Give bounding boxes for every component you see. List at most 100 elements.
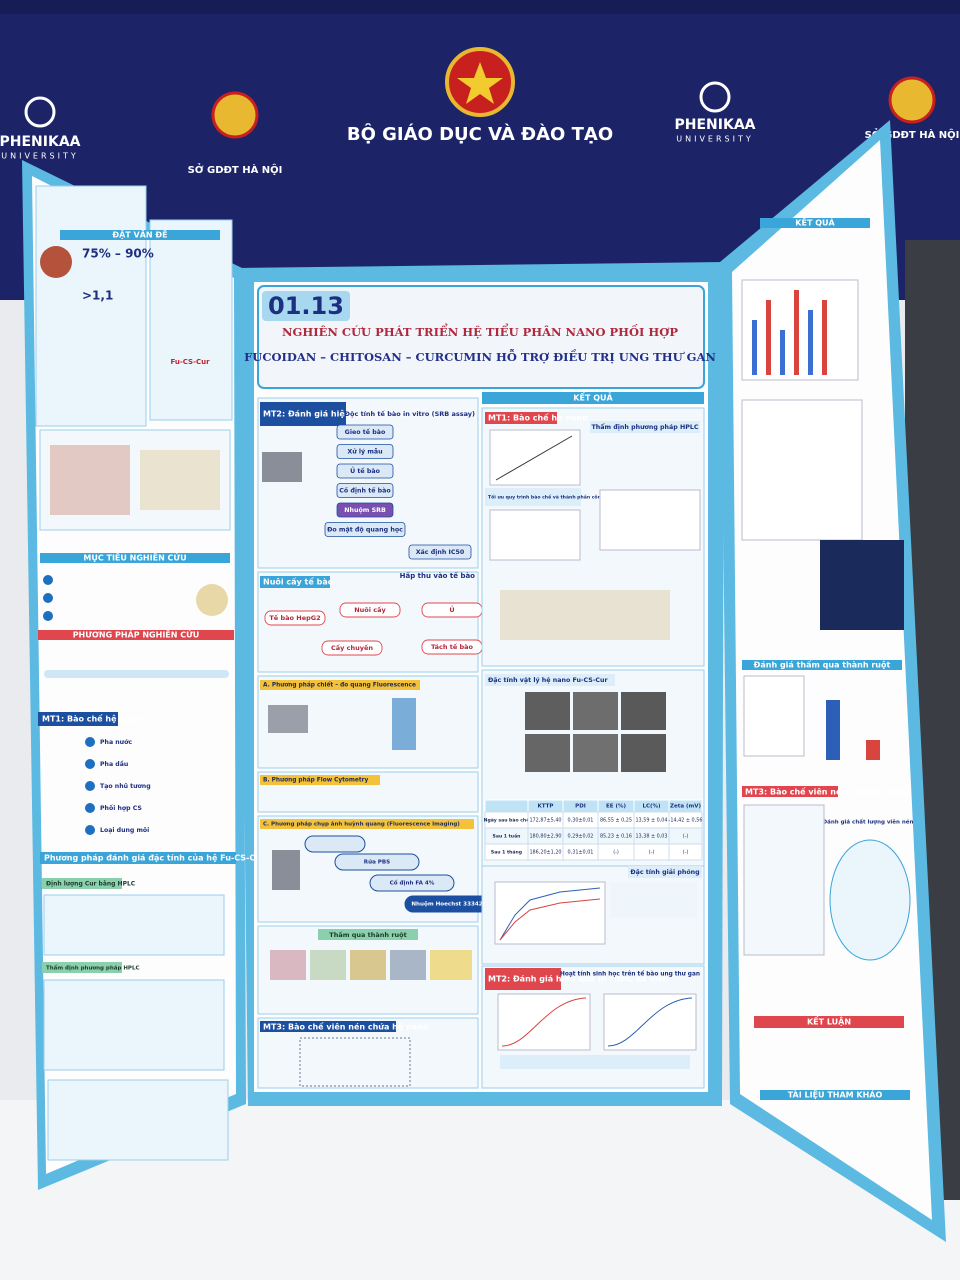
step-label: Ủ xyxy=(449,604,454,614)
section-title: Định lượng Cur bằng HPLC xyxy=(46,881,136,888)
table-cell: -14,42 ± 0,56 xyxy=(669,818,703,824)
step-box xyxy=(264,610,326,626)
header-bar xyxy=(260,402,346,426)
figure xyxy=(494,881,606,945)
header-bar xyxy=(485,488,581,506)
step-label: Đo mật độ quang học xyxy=(327,526,403,534)
step-label: Nhuộm SRB xyxy=(344,506,386,514)
figure xyxy=(47,1079,229,1161)
flow-diagram xyxy=(299,1037,411,1087)
table-cell: 13,59 ± 0,04 xyxy=(635,818,667,824)
step-box xyxy=(334,853,420,871)
microscope-image xyxy=(272,850,300,890)
table-cell: 85,23 ± 0,16 xyxy=(600,834,632,840)
steps: Pha nước Pha dầu Tạo nhũ tương Phối hợp CS L… xyxy=(85,737,151,835)
logo xyxy=(699,81,731,113)
figure xyxy=(743,675,805,757)
section-title: Thấm qua thành ruột xyxy=(329,931,406,939)
sem-image xyxy=(525,734,570,772)
image xyxy=(390,950,426,980)
sem-image xyxy=(621,692,666,730)
section-title: Độc tính tế bào in vitro (SRB assay) xyxy=(345,409,475,418)
table-header: Zeta (mV) xyxy=(670,804,701,810)
section-title: TÀI LIỆU THAM KHẢO xyxy=(788,1089,883,1100)
emblem-star xyxy=(457,62,503,104)
section-title: Thẩm định phương pháp HPLC xyxy=(46,965,140,972)
bullet xyxy=(43,575,53,585)
table-cell: (-) xyxy=(613,850,619,856)
timeline xyxy=(44,670,229,678)
step-label: Nuôi cấy xyxy=(354,606,386,614)
step-label: Tế bào HepG2 xyxy=(269,613,320,622)
step-box xyxy=(336,483,394,498)
section-title: Nuôi cấy tế bào xyxy=(263,577,334,587)
university-tagline: UNIVERSITY xyxy=(676,135,754,144)
step-arrows xyxy=(392,698,416,750)
header-bar xyxy=(40,852,236,864)
image xyxy=(310,950,346,980)
section-title: C. Phương pháp chụp ảnh huỳnh quang (Flu… xyxy=(263,821,460,828)
bar-decor xyxy=(808,310,813,375)
header-bar xyxy=(260,680,420,690)
step-label: Tạo nhũ tương xyxy=(100,783,151,790)
table-cell: 180,80±2,90 xyxy=(529,834,561,840)
step-box xyxy=(408,544,472,560)
step-label: Loại dung môi xyxy=(100,826,149,834)
section-title: Đánh giá thấm qua thành ruột xyxy=(754,660,891,670)
section-title: Hấp thu vào tế bào xyxy=(400,571,476,580)
section-title: Đánh giá chất lượng viên nén xyxy=(823,819,914,826)
header-bar xyxy=(260,1021,396,1032)
step-label: Tách tế bào xyxy=(431,642,474,651)
section-title: MT3: Bào chế viên nén chứa hệ nano xyxy=(263,1022,429,1032)
bar-decor xyxy=(752,320,757,375)
table-cell-bg xyxy=(668,843,703,861)
table-cell: 86,55 ± 0,25 xyxy=(600,818,632,824)
department: SỞ GDĐT HÀ NỘI xyxy=(188,162,283,176)
step-label: Gieo tế bào xyxy=(345,427,386,436)
curve xyxy=(501,997,587,1047)
step-box xyxy=(336,444,394,459)
stat: >1,1 xyxy=(82,289,113,303)
box xyxy=(149,219,233,421)
title: NGHIÊN CỨU PHÁT TRIỂN HỆ TIỂU PHÂN NANO … xyxy=(282,323,678,339)
logo xyxy=(211,91,259,139)
header-bar xyxy=(260,576,330,588)
step-box xyxy=(369,874,455,892)
step-label: Ủ tế bào xyxy=(350,465,381,475)
section-title: ĐẶT VẤN ĐỀ xyxy=(112,228,167,240)
step-dot xyxy=(85,803,95,813)
section-title: Đặc tính vật lý hệ nano Fu-CS-Cur xyxy=(488,675,609,684)
figure xyxy=(741,279,859,381)
step-box xyxy=(339,602,401,618)
step-box xyxy=(336,502,394,518)
image xyxy=(140,450,220,510)
banner-top xyxy=(0,0,960,14)
table-header: LC(%) xyxy=(642,804,661,810)
table-cell: 0,29±0,02 xyxy=(568,834,594,840)
header-bar xyxy=(38,630,234,640)
release-curve xyxy=(499,898,601,941)
sem-image xyxy=(621,734,666,772)
header-bar xyxy=(318,929,418,940)
steps: Gieo tế bào Xử lý mẫu Ủ tế bào Cố định tế b… xyxy=(324,424,472,560)
image xyxy=(270,950,306,980)
header-bar xyxy=(40,553,230,563)
step-box xyxy=(336,424,394,440)
university: PHENIKAA xyxy=(0,134,81,150)
step-label: Cố định FA 4% xyxy=(390,880,435,887)
section-title: KẾT QUẢ xyxy=(795,216,835,228)
section-title: Thẩm định phương pháp HPLC xyxy=(591,422,698,431)
university: PHENIKAA xyxy=(675,117,756,133)
header-bar xyxy=(60,230,220,240)
table-cell: 13,38 ± 0,03 xyxy=(635,834,667,840)
ministry: BỘ GIÁO DỤC VÀ ĐÀO TẠO xyxy=(347,123,613,145)
section-title: Hoạt tính sinh học trên tế bào ung thư g… xyxy=(560,971,700,978)
bullet xyxy=(43,611,53,621)
step-dot xyxy=(85,825,95,835)
header-bar xyxy=(742,786,838,797)
section-title: PHƯƠNG PHÁP NGHIÊN CỨU xyxy=(73,629,200,640)
header-bar xyxy=(42,962,122,973)
table-header: PDI xyxy=(575,804,586,810)
step-dot xyxy=(85,759,95,769)
